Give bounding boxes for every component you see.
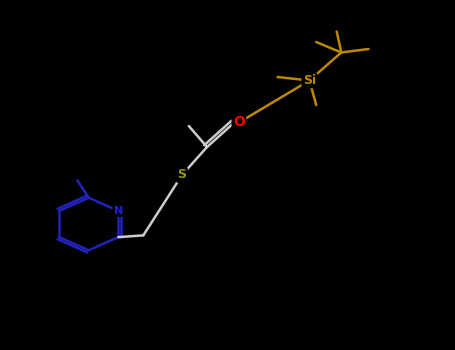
Text: O: O bbox=[233, 116, 245, 130]
Text: S: S bbox=[177, 168, 187, 182]
Text: Si: Si bbox=[303, 74, 316, 87]
Text: N: N bbox=[114, 206, 123, 216]
